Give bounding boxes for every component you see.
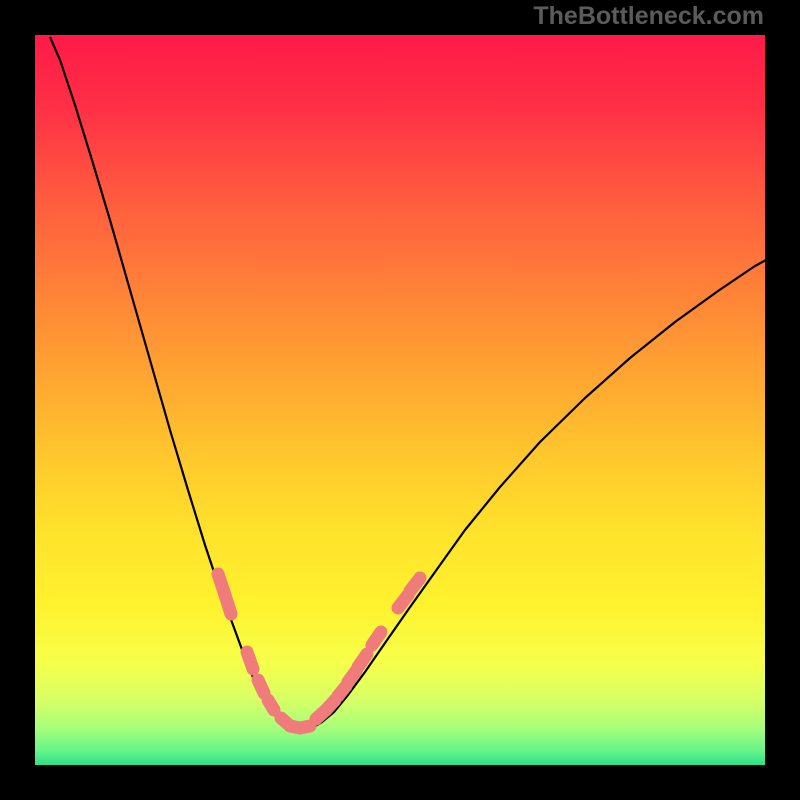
highlight-segment <box>258 680 264 693</box>
curve-layer <box>0 0 800 800</box>
highlight-segment <box>300 726 310 728</box>
highlight-segment <box>358 654 367 667</box>
highlight-segment <box>224 592 231 614</box>
highlight-segment <box>326 700 335 710</box>
bottleneck-curve <box>50 37 766 730</box>
highlight-segment <box>372 632 381 645</box>
highlight-segment <box>398 595 408 608</box>
highlight-segment <box>247 652 253 669</box>
chart-frame: TheBottleneck.com <box>0 0 800 800</box>
highlight-segment <box>268 700 274 710</box>
highlight-segment <box>410 578 420 591</box>
